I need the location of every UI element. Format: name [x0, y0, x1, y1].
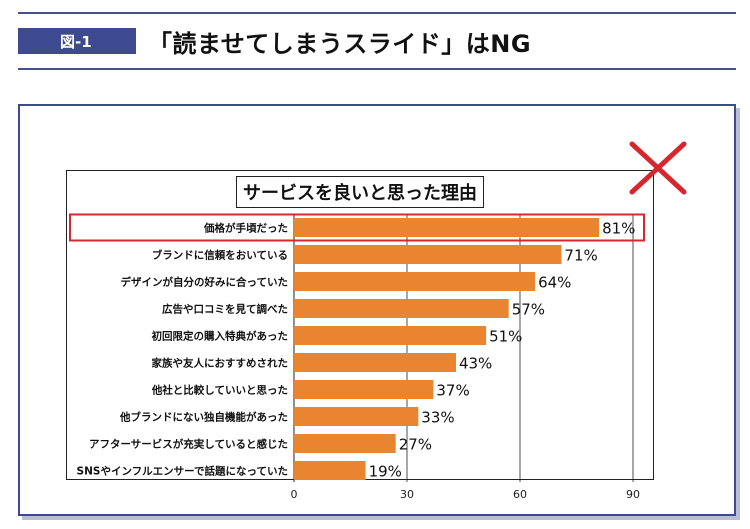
category-label: 広告や口コミを見て調べた [162, 303, 288, 316]
bar [294, 353, 456, 372]
value-label: 81% [602, 220, 635, 238]
value-label: 33% [421, 409, 454, 427]
x-tick-label: 90 [626, 488, 640, 501]
category-label: アフターサービスが充実していると感じた [89, 438, 288, 451]
bar [294, 299, 509, 318]
category-label: SNSやインフルエンサーで話題になっていた [77, 465, 288, 478]
figure-label: 図-1 [18, 28, 136, 54]
category-label: 家族や友人におすすめされた [152, 357, 289, 370]
value-label: 51% [489, 328, 522, 346]
bar [294, 326, 487, 345]
value-label: 37% [436, 382, 469, 400]
bar [294, 407, 419, 426]
bar [294, 245, 562, 264]
category-label: 価格が手頃だった [203, 222, 288, 235]
value-label: 64% [538, 274, 571, 292]
category-label: デザインが自分の好みに合っていた [121, 276, 288, 289]
highlight-box [69, 213, 645, 242]
category-label: ブランドに信頼をおいている [152, 249, 288, 262]
top-rule [18, 12, 736, 14]
x-tick-label: 30 [400, 488, 414, 501]
value-label: 27% [399, 436, 432, 454]
category-label: 他社と比較していいと思った [151, 384, 288, 397]
value-label: 71% [564, 247, 597, 265]
x-mark-icon [629, 141, 687, 195]
x-tick-label: 60 [513, 488, 527, 501]
value-label: 43% [459, 355, 492, 373]
category-label: 初回限定の購入特典があった [152, 330, 289, 343]
bar [294, 380, 434, 399]
chart-title: サービスを良いと思った理由 [236, 176, 484, 208]
category-label: 他ブランドにない独自機能があった [119, 411, 288, 424]
headline: 「読ませてしまうスライド」はNG [148, 30, 532, 58]
value-label: 57% [512, 301, 545, 319]
bar [294, 272, 536, 291]
x-tick-label: 0 [291, 488, 298, 501]
bar [294, 218, 600, 237]
bar [294, 461, 366, 480]
bar [294, 434, 396, 453]
bottom-rule [18, 68, 736, 70]
value-label: 19% [369, 463, 402, 481]
